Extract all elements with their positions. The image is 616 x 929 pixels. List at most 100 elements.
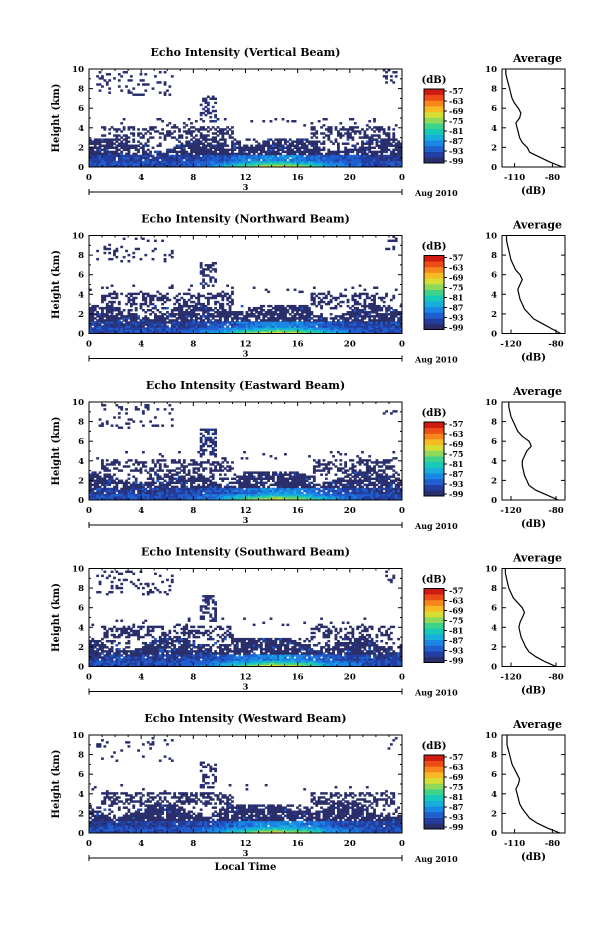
heatmap-cell: [158, 465, 162, 468]
heatmap-cell: [351, 286, 355, 289]
heatmap-cell: [127, 148, 131, 152]
heatmap-cell: [363, 292, 367, 296]
heatmap-cell: [139, 156, 143, 160]
heatmap-cell: [156, 144, 160, 147]
heatmap-cell: [149, 493, 152, 497]
heatmap-cell: [151, 325, 155, 328]
heatmap-cell: [211, 315, 215, 318]
heatmap-cell: [93, 321, 97, 324]
heatmap-cell: [231, 311, 234, 314]
heatmap-cell: [286, 331, 290, 334]
heatmap-cell: [168, 122, 172, 125]
heatmap-cell: [199, 317, 203, 320]
heatmap-cell: [137, 483, 140, 487]
heatmap-cell: [267, 144, 270, 147]
heatmap-cell: [315, 140, 319, 143]
heatmap-cell: [122, 323, 126, 326]
echo-heatmap: [89, 235, 403, 334]
heatmap-cell: [389, 306, 393, 310]
heatmap-cell: [156, 331, 160, 334]
heatmap-cell: [392, 296, 396, 300]
heatmap-cell: [96, 493, 100, 497]
heatmap-cell: [250, 154, 254, 158]
heatmap-cell: [394, 158, 398, 162]
heatmap-cell: [125, 489, 128, 493]
heatmap-cell: [317, 323, 321, 326]
heatmap-cell: [339, 294, 343, 298]
heatmap-cell: [298, 321, 302, 324]
heatmap-cell: [134, 292, 138, 296]
heatmap-cell: [274, 319, 278, 322]
heatmap-cell: [202, 444, 205, 448]
heatmap-cell: [240, 152, 244, 156]
heatmap-cell: [108, 497, 112, 501]
heatmap-cell: [361, 292, 364, 296]
heatmap-cell: [341, 323, 345, 326]
heatmap-cell: [202, 319, 205, 322]
heatmap-cell: [336, 130, 340, 133]
heatmap-cell: [216, 126, 220, 129]
heatmap-cell: [199, 331, 203, 334]
heatmap-cell: [274, 311, 278, 314]
heatmap-cell: [185, 142, 189, 145]
heatmap-cell: [199, 497, 203, 501]
heatmap-cell: [110, 156, 114, 160]
heatmap-cell: [202, 152, 205, 156]
heatmap-cell: [286, 148, 290, 152]
heatmap-cell: [346, 148, 350, 152]
heatmap-cell: [144, 164, 148, 168]
heatmap-cell: [115, 487, 119, 491]
heatmap-cell: [368, 323, 372, 326]
heatmap-cell: [308, 158, 311, 162]
heatmap-cell: [154, 495, 157, 499]
heatmap-cell: [324, 154, 328, 158]
heatmap-cell: [117, 158, 121, 162]
heatmap-cell: [182, 481, 186, 485]
heatmap-cell: [361, 128, 364, 131]
heatmap-cell: [344, 156, 348, 160]
heatmap-cell: [334, 164, 338, 168]
heatmap-cell: [101, 156, 104, 160]
heatmap-cell: [211, 138, 215, 141]
heatmap-cell: [103, 144, 107, 147]
heatmap-cell: [211, 313, 215, 316]
heatmap-cell: [389, 315, 393, 318]
heatmap-cell: [358, 160, 362, 164]
heatmap-cell: [204, 140, 208, 143]
heatmap-cell: [303, 304, 307, 308]
heatmap-cell: [178, 325, 181, 328]
heatmap-cell: [288, 154, 292, 158]
heatmap-cell: [276, 321, 280, 324]
heatmap-cell: [228, 152, 232, 156]
heatmap-cell: [243, 327, 246, 330]
heatmap-cell: [250, 120, 254, 123]
heatmap-cell: [233, 313, 237, 316]
heatmap-cell: [132, 493, 136, 497]
heatmap-cell: [168, 497, 172, 501]
heatmap-cell: [214, 268, 218, 271]
heatmap-cell: [358, 130, 362, 133]
heatmap-cell: [163, 329, 167, 332]
heatmap-cell: [373, 304, 376, 308]
heatmap-cell: [182, 313, 186, 316]
heatmap-cell: [178, 451, 181, 454]
heatmap-cell: [175, 491, 179, 495]
heatmap-cell: [144, 481, 148, 485]
heatmap-cell: [163, 463, 167, 466]
heatmap-cell: [356, 323, 360, 326]
heatmap-cell: [96, 164, 100, 168]
heatmap-cell: [394, 331, 398, 334]
heatmap-cell: [108, 489, 112, 493]
heatmap-cell: [324, 158, 328, 162]
heatmap-cell: [380, 323, 384, 326]
heatmap-cell: [334, 154, 338, 158]
heatmap-cell: [235, 146, 239, 150]
heatmap-cell: [173, 136, 177, 139]
heatmap-cell: [385, 140, 388, 143]
heatmap-cell: [197, 309, 201, 312]
heatmap-cell: [346, 162, 350, 166]
heatmap-cell: [187, 463, 191, 466]
heatmap-cell: [204, 430, 208, 434]
heatmap-cell: [110, 140, 114, 143]
heatmap-cell: [199, 453, 203, 456]
